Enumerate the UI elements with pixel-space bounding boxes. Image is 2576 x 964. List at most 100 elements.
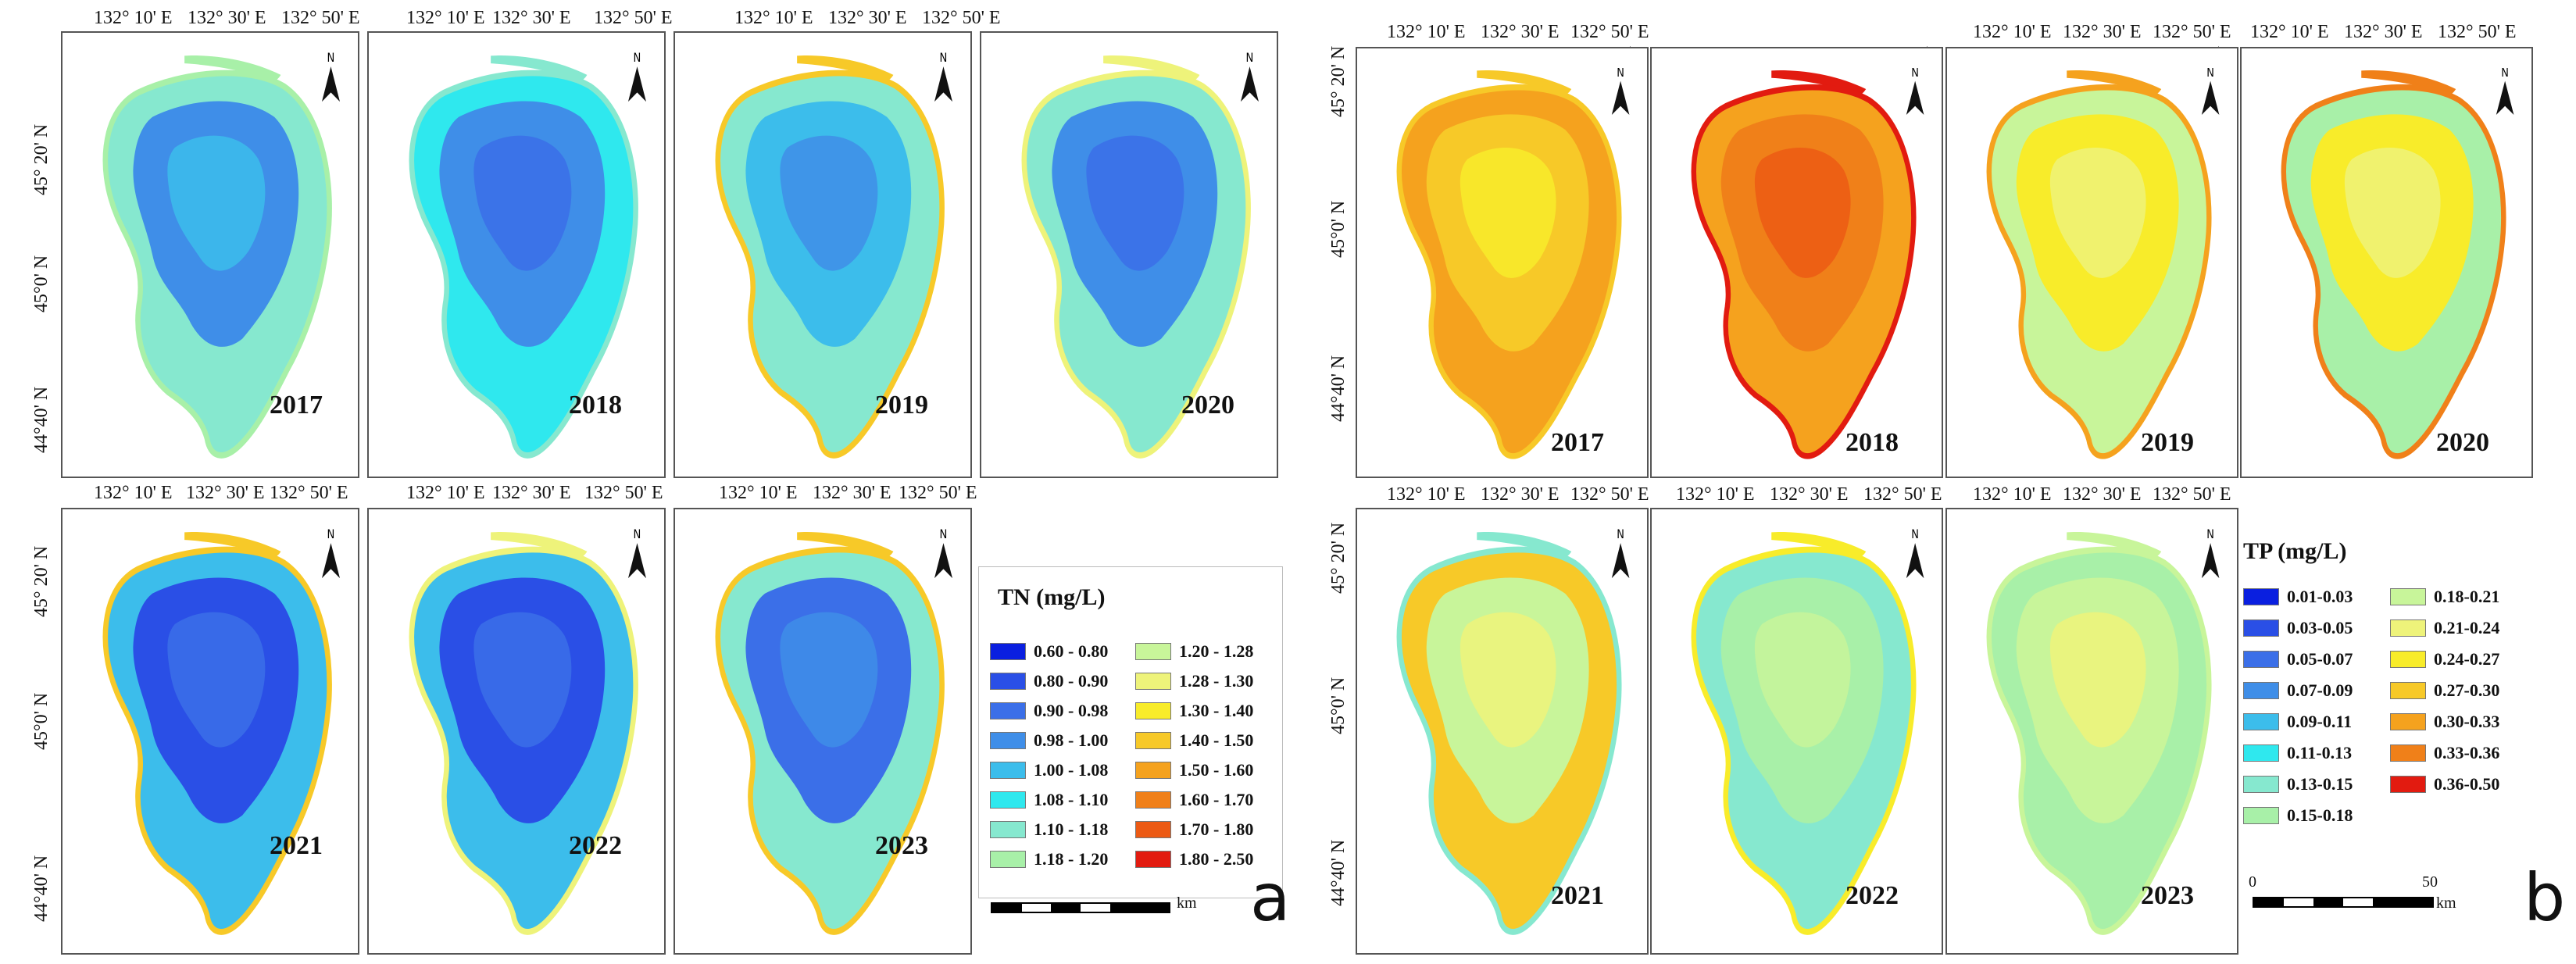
- lon-tick: 132° 10' E: [1676, 484, 1755, 505]
- north-label: N: [1617, 66, 1624, 80]
- scale-unit-b: km: [2436, 894, 2456, 912]
- north-arrow-icon: N: [1611, 528, 1630, 579]
- legend-swatch: [2243, 776, 2279, 793]
- lon-tick: 132° 10' E: [2250, 22, 2329, 42]
- year-label-2020: 2020: [2436, 428, 2489, 457]
- legend-swatch: [1135, 643, 1171, 660]
- legend-label: 0.60 - 0.80: [1034, 641, 1109, 661]
- north-label: N: [940, 52, 948, 65]
- lat-tick: 44°40' N: [1328, 355, 1349, 422]
- north-label: N: [327, 528, 335, 541]
- legend-item: 1.08 - 1.10: [990, 790, 1108, 810]
- legend-item: 0.30-0.33: [2390, 712, 2499, 732]
- legend-item: 0.21-0.24: [2390, 618, 2499, 638]
- panel-label-b: b: [2524, 859, 2566, 936]
- legend-tp: TP (mg/L) 0.01-0.03 0.03-0.05 0.05-0.07 0.0…: [2241, 531, 2538, 898]
- legend-label: 1.40 - 1.50: [1179, 730, 1254, 750]
- north-arrow-shape: [934, 66, 952, 102]
- legend-item: 0.60 - 0.80: [990, 641, 1108, 662]
- lake-core: [2049, 612, 2146, 748]
- lat-tick: 45°0' N: [31, 692, 52, 750]
- scale-tick-50: 50: [2422, 873, 2438, 891]
- legend-swatch: [2390, 744, 2426, 762]
- north-label: N: [2206, 66, 2214, 80]
- north-arrow-shape: [627, 543, 646, 579]
- legend-swatch: [2390, 776, 2426, 793]
- north-arrow-icon: N: [934, 528, 952, 579]
- lon-tick: 132° 50' E: [2153, 484, 2231, 505]
- legend-item: 0.90 - 0.98: [990, 701, 1108, 721]
- legend-tn: TN (mg/L) 0.60 - 0.80 0.80 - 0.90 0.90 - 0…: [978, 566, 1283, 898]
- legend-label: 0.80 - 0.90: [1034, 671, 1109, 691]
- legend-title-tn: TN (mg/L): [998, 584, 1106, 610]
- lon-tick: 132° 30' E: [1481, 22, 1560, 42]
- north-arrow-shape: [2201, 543, 2220, 579]
- lon-tick: 132° 50' E: [899, 483, 977, 503]
- north-arrow-icon: N: [2496, 66, 2514, 116]
- legend-swatch: [2243, 619, 2279, 637]
- legend-item: 0.11-0.13: [2243, 743, 2352, 763]
- north-arrow-shape: [1240, 66, 1259, 102]
- legend-item: 0.18-0.21: [2390, 587, 2499, 607]
- legend-swatch: [2390, 588, 2426, 605]
- lon-tick: 132° 50' E: [1570, 484, 1649, 505]
- legend-item: 1.00 - 1.08: [990, 760, 1108, 780]
- year-label-2018: 2018: [1845, 428, 1899, 457]
- lake-map-svg: N: [102, 528, 340, 935]
- year-label-2017: 2017: [1551, 428, 1604, 457]
- north-label: N: [1617, 528, 1624, 541]
- lon-tick: 132° 50' E: [2153, 22, 2231, 42]
- legend-item: 1.30 - 1.40: [1135, 701, 1253, 721]
- lake-map-svg: N: [1691, 528, 1924, 935]
- lat-tick: 44°40' N: [1328, 839, 1349, 906]
- north-arrow-shape: [934, 543, 952, 579]
- map-tn-2020: N: [980, 31, 1278, 478]
- legend-swatch: [990, 762, 1026, 779]
- lake-core: [1086, 135, 1184, 271]
- map-tp-2019: N: [1945, 47, 2238, 478]
- north-arrow-icon: N: [1611, 66, 1630, 116]
- lon-tick: 132° 50' E: [584, 483, 663, 503]
- scale-tick-0: 0: [2249, 873, 2256, 891]
- map-tp-2020: N: [2240, 47, 2533, 478]
- legend-label: 0.98 - 1.00: [1034, 730, 1109, 750]
- lon-tick: 132° 50' E: [594, 8, 673, 28]
- legend-item: 1.10 - 1.18: [990, 819, 1108, 840]
- north-arrow-icon: N: [321, 528, 340, 579]
- north-arrow-icon: N: [1906, 66, 1924, 116]
- lake-map-svg: N: [2281, 66, 2514, 459]
- lon-ticks-b-row2: 132° 10' E 132° 30' E 132° 50' E 132° 10…: [0, 484, 2576, 508]
- north-arrow-shape: [321, 543, 340, 579]
- legend-swatch: [990, 732, 1026, 749]
- map-tp-2017: N: [1356, 47, 1649, 478]
- north-label: N: [634, 52, 641, 65]
- year-label-2021: 2021: [270, 831, 323, 860]
- legend-swatch: [990, 702, 1026, 719]
- north-arrow-shape: [2201, 80, 2220, 116]
- lake-map-svg: N: [1396, 528, 1630, 935]
- lake-map-svg: N: [1691, 66, 1924, 459]
- legend-swatch: [1135, 762, 1171, 779]
- lon-tick: 132° 30' E: [492, 483, 571, 503]
- map-tp-2018: N: [1650, 47, 1943, 478]
- lat-tick: 45°0' N: [1328, 200, 1349, 258]
- legend-label: 1.28 - 1.30: [1179, 671, 1254, 691]
- legend-item: 0.15-0.18: [2243, 805, 2353, 826]
- lat-tick: 45°0' N: [31, 255, 52, 312]
- lat-tick: 44°40' N: [31, 855, 52, 922]
- map-tp-2022: N: [1650, 508, 1943, 955]
- lon-tick: 132° 10' E: [719, 483, 798, 503]
- lake-map-svg: N: [1396, 66, 1630, 459]
- north-arrow-icon: N: [2201, 528, 2220, 579]
- lon-tick: 132° 30' E: [186, 483, 265, 503]
- year-label-2018: 2018: [569, 391, 622, 420]
- lon-tick: 132° 50' E: [1863, 484, 1942, 505]
- legend-item: 0.01-0.03: [2243, 587, 2353, 607]
- year-label-2023: 2023: [2141, 881, 2194, 910]
- lake-map-svg: N: [715, 52, 952, 459]
- legend-swatch: [2390, 682, 2426, 699]
- legend-label: 0.01-0.03: [2287, 587, 2353, 606]
- lat-tick: 45° 20' N: [31, 545, 52, 617]
- legend-swatch: [2390, 713, 2426, 730]
- north-arrow-shape: [1906, 543, 1924, 579]
